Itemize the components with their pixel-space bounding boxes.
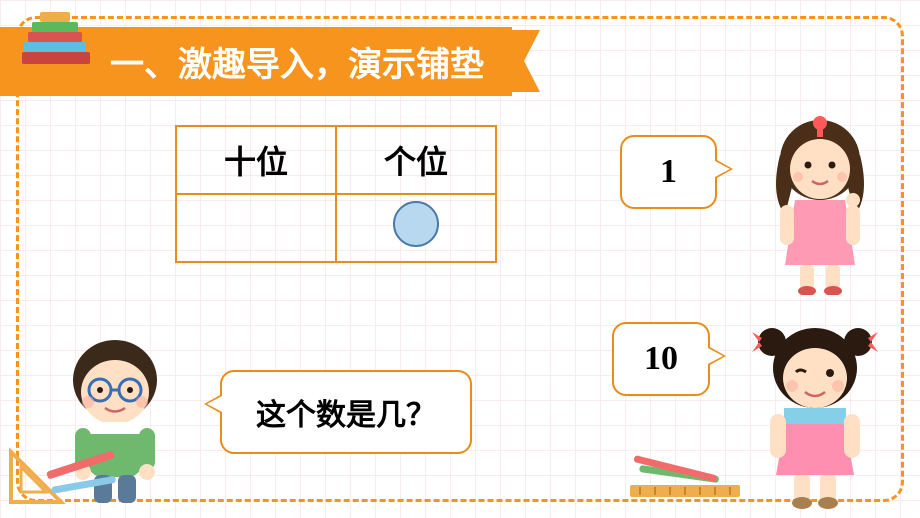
question-bubble: 这个数是几？ [220,370,472,454]
bubble-tail-icon [204,394,222,414]
answer-10-text: 10 [644,340,678,377]
place-value-table: 十位 个位 [175,125,497,263]
answer-1-text: 1 [660,153,677,190]
answer-bubble-10: 10 [612,322,710,396]
question-text: 这个数是几？ [256,399,436,432]
bubble-tail-icon [708,346,726,366]
ones-cell [336,194,496,262]
girl-bottom-character-icon [740,310,890,510]
stationery-left-icon [6,437,126,512]
answer-bubble-1: 1 [620,135,717,209]
tens-header: 十位 [176,126,336,194]
tens-cell [176,194,336,262]
bubble-tail-icon [715,159,733,179]
ones-header: 个位 [336,126,496,194]
girl-top-character-icon [750,105,890,295]
stationery-right-icon [620,447,750,512]
books-icon [18,8,96,75]
banner-tail-icon [512,30,540,92]
counter-bead-icon [393,201,439,247]
